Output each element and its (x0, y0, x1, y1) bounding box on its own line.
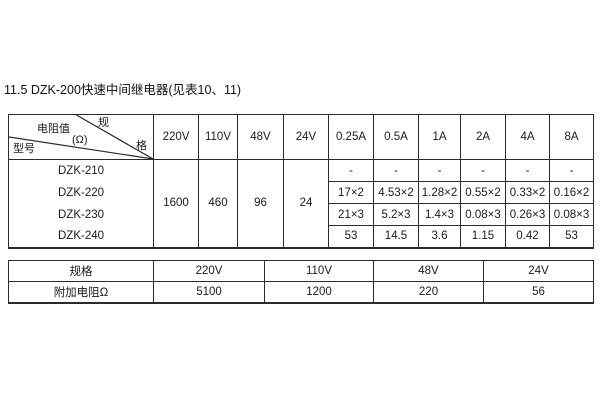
value-cell: 0.08×3 (549, 203, 594, 226)
page-title: 11.5 DZK-200快速中间继电器(见表10、11) (4, 83, 242, 97)
voltage-value-48v: 96 (237, 159, 284, 248)
column-header-8a: 8A (549, 114, 594, 160)
value-cell: 1.15 (460, 225, 506, 248)
value-cell: - (549, 159, 594, 182)
value-cell: 1.4×3 (418, 203, 461, 226)
resistance-cell-110v: 1200 (264, 281, 374, 303)
table-row-dzk-210: DZK-210 1600 460 96 24 - - - - - - (8, 159, 594, 248)
value-cell: 0.33×2 (505, 181, 550, 204)
column-header-1a: 1A (418, 114, 461, 160)
value-cell: - (505, 159, 550, 182)
resistance-cell-24v: 56 (483, 281, 594, 303)
value-cell: 21×3 (328, 203, 374, 226)
value-cell: 14.5 (373, 225, 419, 248)
column-header-220v: 220V (153, 114, 199, 160)
model-cell: DZK-230 (8, 203, 154, 226)
column-header-24v: 24V (283, 114, 329, 160)
corner-label-spec-1: 规 (98, 117, 109, 129)
diagonal-header-cell: 规 格 电阻值 (Ω) 型号 (8, 114, 154, 160)
spec-cell-48v: 48V (373, 260, 484, 282)
spec-cell-220v: 220V (153, 260, 265, 282)
corner-label-spec-2: 格 (136, 140, 147, 152)
column-header-110v: 110V (198, 114, 238, 160)
value-cell: 0.26×3 (505, 203, 550, 226)
voltage-value-110v: 460 (198, 159, 238, 248)
corner-label-model: 型号 (13, 143, 35, 155)
table-11-resistance-row: 附加电阻Ω 5100 1200 220 56 (8, 281, 594, 303)
table-11-spec-row: 规格 220V 110V 48V 24V (8, 260, 594, 282)
column-header-48v: 48V (237, 114, 284, 160)
value-cell: - (418, 159, 461, 182)
diagonal-lines (9, 115, 153, 159)
voltage-value-220v: 1600 (153, 159, 199, 248)
resistance-cell-220v: 5100 (153, 281, 265, 303)
corner-label-resistance: 电阻值 (37, 123, 70, 135)
column-header-025a: 0.25A (328, 114, 374, 160)
table-11-additional-resistance: 规格 220V 110V 48V 24V 附加电阻Ω 5100 1200 220… (8, 260, 594, 304)
spec-row-label: 规格 (8, 260, 154, 282)
value-cell: 0.55×2 (460, 181, 506, 204)
model-cell: DZK-220 (8, 181, 154, 204)
value-cell: - (460, 159, 506, 182)
value-cell: 1.28×2 (418, 181, 461, 204)
table-10-header-row: 规 格 电阻值 (Ω) 型号 220V 110V 48V 24V 0.25A 0… (8, 114, 594, 160)
resistance-row-label: 附加电阻Ω (8, 281, 154, 303)
value-cell: 0.16×2 (549, 181, 594, 204)
value-cell: 0.42 (505, 225, 550, 248)
resistance-cell-48v: 220 (373, 281, 484, 303)
table-row-dzk-220: DZK-220 17×2 4.53×2 1.28×2 0.55×2 0.33×2… (8, 181, 594, 204)
column-header-05a: 0.5A (373, 114, 419, 160)
value-cell: 4.53×2 (373, 181, 419, 204)
column-header-2a: 2A (460, 114, 506, 160)
spec-cell-24v: 24V (483, 260, 594, 282)
value-cell: 53 (328, 225, 374, 248)
spec-cell-110v: 110V (264, 260, 374, 282)
table-row-dzk-240: DZK-240 53 14.5 3.6 1.15 0.42 53 (8, 225, 594, 248)
model-cell: DZK-240 (8, 225, 154, 248)
column-header-4a: 4A (505, 114, 550, 160)
value-cell: 17×2 (328, 181, 374, 204)
value-cell: - (373, 159, 419, 182)
voltage-value-24v: 24 (283, 159, 329, 248)
value-cell: 5.2×3 (373, 203, 419, 226)
table-10-resistance-values: 规 格 电阻值 (Ω) 型号 220V 110V 48V 24V 0.25A 0… (8, 114, 594, 249)
value-cell: 0.08×3 (460, 203, 506, 226)
value-cell: 53 (549, 225, 594, 248)
value-cell: 3.6 (418, 225, 461, 248)
value-cell: - (328, 159, 374, 182)
corner-label-ohm-unit: (Ω) (72, 134, 88, 146)
model-cell: DZK-210 (8, 159, 154, 182)
